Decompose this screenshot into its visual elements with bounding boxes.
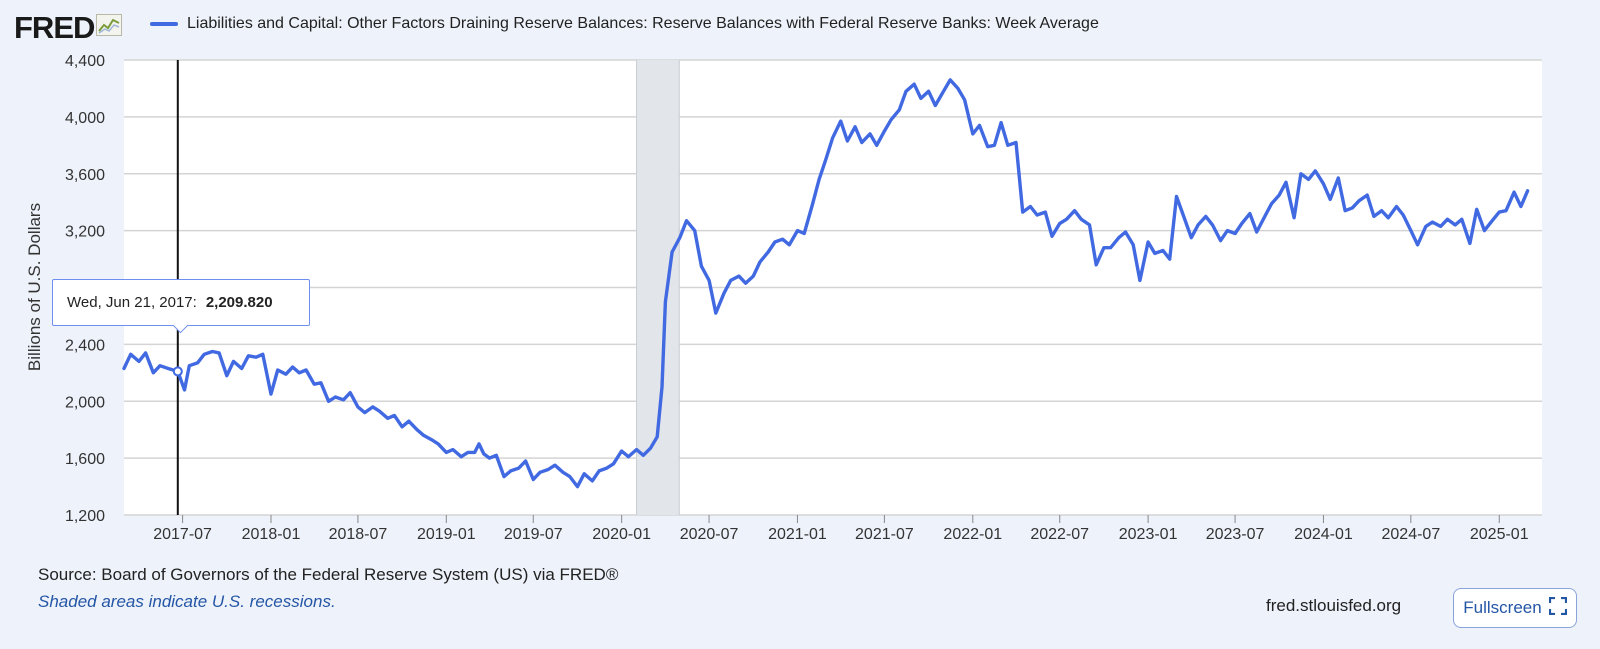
fred-logo[interactable]: FRED (14, 9, 123, 45)
y-tick-label: 1,600 (65, 451, 105, 468)
fullscreen-button[interactable]: Fullscreen (1453, 588, 1577, 628)
header: FRED (14, 9, 123, 45)
site-link[interactable]: fred.stlouisfed.org (1266, 596, 1402, 615)
x-tick-label: 2024-01 (1294, 526, 1353, 543)
tooltip-value: 2,209.820 (205, 294, 273, 311)
x-tick-label: 2022-07 (1030, 526, 1089, 543)
x-tick-label: 2021-07 (855, 526, 914, 543)
x-tick-label: 2019-07 (504, 526, 563, 543)
x-tick-label: 2019-01 (417, 526, 476, 543)
x-tick-label: 2023-01 (1119, 526, 1178, 543)
series-line (122, 78, 1530, 489)
hover-point (172, 366, 183, 377)
x-tick-label: 2020-07 (680, 526, 739, 543)
line-chart[interactable]: 1,2001,6002,0002,4002,8003,2003,6004,000… (0, 0, 1600, 560)
recession-note: Shaded areas indicate U.S. recessions. (38, 592, 336, 611)
x-tick-label: 2025-01 (1470, 526, 1529, 543)
y-tick-label: 2,400 (65, 337, 105, 354)
x-tick-label: 2024-07 (1382, 526, 1441, 543)
recession-shading (636, 60, 680, 515)
x-tick-label: 2017-07 (153, 526, 212, 543)
y-tick-label: 1,200 (65, 508, 105, 525)
y-axis-label: Billions of U.S. Dollars (25, 203, 44, 371)
x-tick-label: 2018-01 (242, 526, 301, 543)
legend-label: Liabilities and Capital: Other Factors D… (187, 15, 1099, 32)
y-tick-label: 3,600 (65, 167, 105, 184)
chart-legend: Liabilities and Capital: Other Factors D… (150, 15, 1099, 33)
x-tick-label: 2023-07 (1206, 526, 1265, 543)
y-tick-label: 3,200 (65, 224, 105, 241)
legend-swatch (150, 22, 178, 26)
y-axis: 1,2001,6002,0002,4002,8003,2003,6004,000… (65, 53, 105, 525)
x-tick-label: 2021-01 (768, 526, 827, 543)
x-tick-label: 2022-01 (943, 526, 1002, 543)
fullscreen-label: Fullscreen (1463, 598, 1542, 617)
y-tick-label: 4,000 (65, 110, 105, 127)
expand-icon (1548, 596, 1567, 620)
source-text: Source: Board of Governors of the Federa… (38, 565, 619, 584)
tooltip-date: Wed, Jun 21, 2017: (67, 294, 197, 311)
recession-band (636, 60, 680, 515)
x-tick-label: 2018-07 (329, 526, 388, 543)
logo-text: FRED (14, 9, 95, 45)
grid-lines (124, 59, 1542, 516)
chart-line-icon (96, 13, 123, 41)
x-axis: 2017-07 2018-01 2018-07 2019-01 2019-07 2020-… (153, 515, 1529, 543)
x-tick-label: 2020-01 (592, 526, 651, 543)
y-tick-label: 4,400 (65, 53, 105, 70)
y-tick-label: 2,000 (65, 394, 105, 411)
